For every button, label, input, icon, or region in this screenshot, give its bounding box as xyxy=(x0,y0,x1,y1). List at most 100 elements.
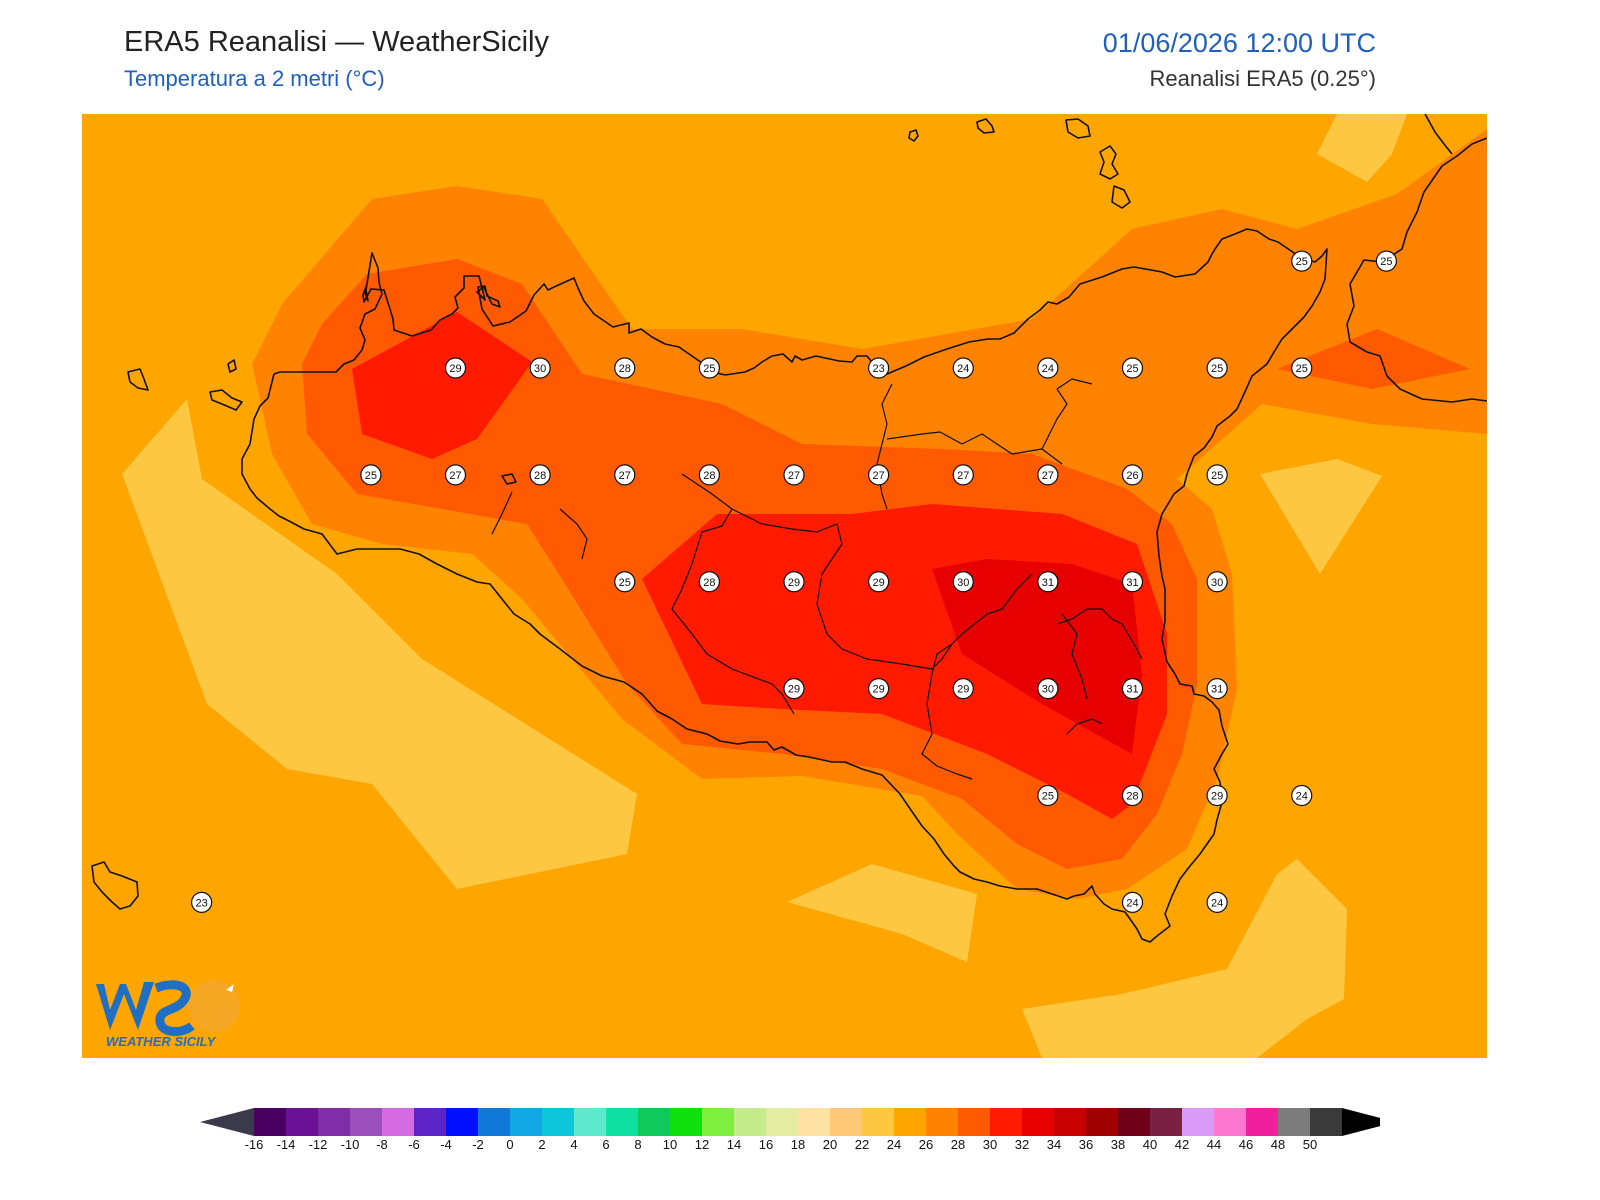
colorbar-swatch xyxy=(350,1108,382,1136)
value-label-marker xyxy=(1206,891,1228,913)
value-label-marker xyxy=(191,891,213,913)
value-label-text: 28 xyxy=(703,470,715,482)
field-30 xyxy=(932,559,1142,754)
value-label: 25 xyxy=(1037,784,1059,807)
value-label: 24 xyxy=(1206,891,1228,913)
value-label: 28 xyxy=(698,464,720,486)
colorbar-swatch xyxy=(926,1108,958,1136)
colorbar-swatch xyxy=(1054,1108,1086,1136)
value-label-text: 31 xyxy=(1211,684,1223,696)
value-label-marker xyxy=(614,357,636,379)
value-label-text: 25 xyxy=(1296,256,1308,268)
value-label-marker xyxy=(1037,571,1059,593)
colorbar-swatch xyxy=(830,1108,862,1136)
value-label-text: 25 xyxy=(1296,363,1308,375)
data-source: Reanalisi ERA5 (0.25°) xyxy=(1149,66,1376,91)
value-label-marker xyxy=(529,464,551,486)
value-label-marker xyxy=(1121,357,1144,379)
value-label-text: 31 xyxy=(1042,577,1054,589)
value-label-text: 24 xyxy=(957,363,969,375)
coastline xyxy=(91,114,1487,943)
colorbar-tick-label: 48 xyxy=(1271,1137,1285,1150)
value-label: 26 xyxy=(1121,464,1144,486)
value-label-marker xyxy=(360,464,382,486)
value-label: 30 xyxy=(952,571,974,593)
value-label-marker xyxy=(1206,464,1228,486)
colorbar-swatch xyxy=(318,1108,350,1136)
aeolian-1 xyxy=(908,129,919,142)
value-label-text: 23 xyxy=(873,363,885,375)
value-label-text: 29 xyxy=(449,363,461,375)
value-label-marker xyxy=(868,357,890,379)
value-label-text: 24 xyxy=(1296,791,1308,803)
value-label-marker xyxy=(1037,784,1059,807)
value-label-text: 30 xyxy=(1211,577,1223,589)
logo-text: WEATHER SICILY xyxy=(106,1034,217,1049)
colorbar-tick-label: 12 xyxy=(695,1137,709,1150)
colorbar-tick-label: 10 xyxy=(663,1137,677,1150)
colorbar-swatch xyxy=(638,1108,670,1136)
colorbar-swatch xyxy=(702,1108,734,1136)
value-label: 31 xyxy=(1121,678,1144,700)
field-20-south xyxy=(787,864,977,962)
value-label: 31 xyxy=(1121,571,1144,593)
colorbar-swatch xyxy=(798,1108,830,1136)
colorbar-tick-label: -10 xyxy=(341,1137,360,1150)
colorbar-swatch xyxy=(894,1108,926,1136)
ustica xyxy=(501,473,517,485)
value-label-text: 25 xyxy=(1211,363,1223,375)
value-label-marker xyxy=(868,464,890,486)
value-label: 30 xyxy=(529,357,551,379)
value-label: 27 xyxy=(952,464,974,486)
value-label-text: 24 xyxy=(1126,897,1138,909)
egadi-1 xyxy=(127,368,149,391)
colorbar-swatch xyxy=(542,1108,574,1136)
value-label-text: 29 xyxy=(788,577,800,589)
value-label-marker xyxy=(698,571,720,593)
colorbar-tick-label: 14 xyxy=(727,1137,741,1150)
value-label-text: 25 xyxy=(1042,791,1054,803)
colorbar-swatch xyxy=(382,1108,414,1136)
egadi-2 xyxy=(209,389,243,411)
colorbar-tick-label: 46 xyxy=(1239,1137,1253,1150)
colorbar-tick-label: 44 xyxy=(1207,1137,1221,1150)
value-label-marker xyxy=(1121,784,1144,807)
value-label-text: 29 xyxy=(1211,791,1223,803)
colorbar: -16 -14 -12 -10 -8 -6 -4 -2 0 2 4 6 8 10 12 14 16 18 20 22 2… xyxy=(200,1108,1380,1150)
colorbar-over-arrow xyxy=(1342,1108,1380,1136)
value-label-marker xyxy=(783,464,805,486)
value-label-marker xyxy=(1206,678,1228,700)
aeolian-3 xyxy=(1065,118,1091,139)
value-label-text: 29 xyxy=(873,684,885,696)
value-label-text: 28 xyxy=(534,470,546,482)
field-20-east xyxy=(1260,459,1382,574)
colorbar-tick-label: 42 xyxy=(1175,1137,1189,1150)
colorbar-under-arrow xyxy=(200,1108,254,1136)
value-label: 25 xyxy=(1206,357,1228,379)
value-label-marker xyxy=(444,357,467,379)
colorbar-tick-label: 0 xyxy=(506,1137,513,1150)
value-label-marker xyxy=(529,357,551,379)
value-label-text: 25 xyxy=(619,577,631,589)
value-label: 25 xyxy=(360,464,382,486)
value-label-text: 27 xyxy=(788,470,800,482)
colorbar-swatch xyxy=(446,1108,478,1136)
egadi-3 xyxy=(227,359,237,373)
value-label: 30 xyxy=(1037,678,1059,700)
weather-sicily-logo: WEATHER SICILY xyxy=(96,978,246,1055)
logo-icon: WEATHER SICILY xyxy=(96,980,240,1049)
aeolian-2 xyxy=(976,118,995,134)
colorbar-tick-label: 18 xyxy=(791,1137,805,1150)
value-label-marker xyxy=(952,357,974,379)
colorbar-tick-label: 30 xyxy=(983,1137,997,1150)
value-label-text: 28 xyxy=(703,577,715,589)
value-label: 27 xyxy=(614,464,636,486)
aeolian-4 xyxy=(1099,145,1119,180)
colorbar-tick-label: 8 xyxy=(634,1137,641,1150)
colorbar-swatch xyxy=(254,1108,286,1136)
value-label: 24 xyxy=(1037,357,1059,379)
colorbar-swatch xyxy=(670,1108,702,1136)
colorbar-tick-label: 36 xyxy=(1079,1137,1093,1150)
value-label-text: 30 xyxy=(957,577,969,589)
colorbar-swatch xyxy=(1118,1108,1150,1136)
